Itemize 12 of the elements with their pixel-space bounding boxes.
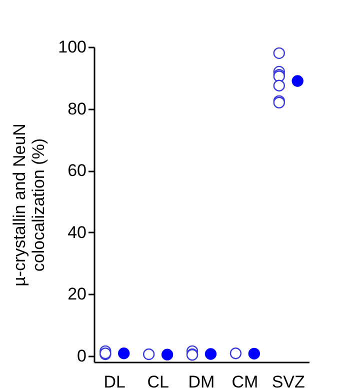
x-tick-label: DL <box>104 372 126 392</box>
y-tick-label: 60 <box>68 161 86 180</box>
x-tick-label: DM <box>188 372 215 392</box>
x-tick-label: CL <box>147 372 169 392</box>
y-axis-title: µ-crystallin and NeuN colocalization (%) <box>10 124 48 286</box>
x-tick-label: CM <box>232 372 258 392</box>
y-tick-label: 80 <box>68 99 86 118</box>
x-tick-label: SVZ <box>272 372 305 392</box>
y-tick-label: 100 <box>58 38 86 56</box>
y-tick-label: 40 <box>68 222 86 242</box>
y-tick-label: 20 <box>68 284 86 304</box>
y-tick-label: 0 <box>77 346 86 366</box>
